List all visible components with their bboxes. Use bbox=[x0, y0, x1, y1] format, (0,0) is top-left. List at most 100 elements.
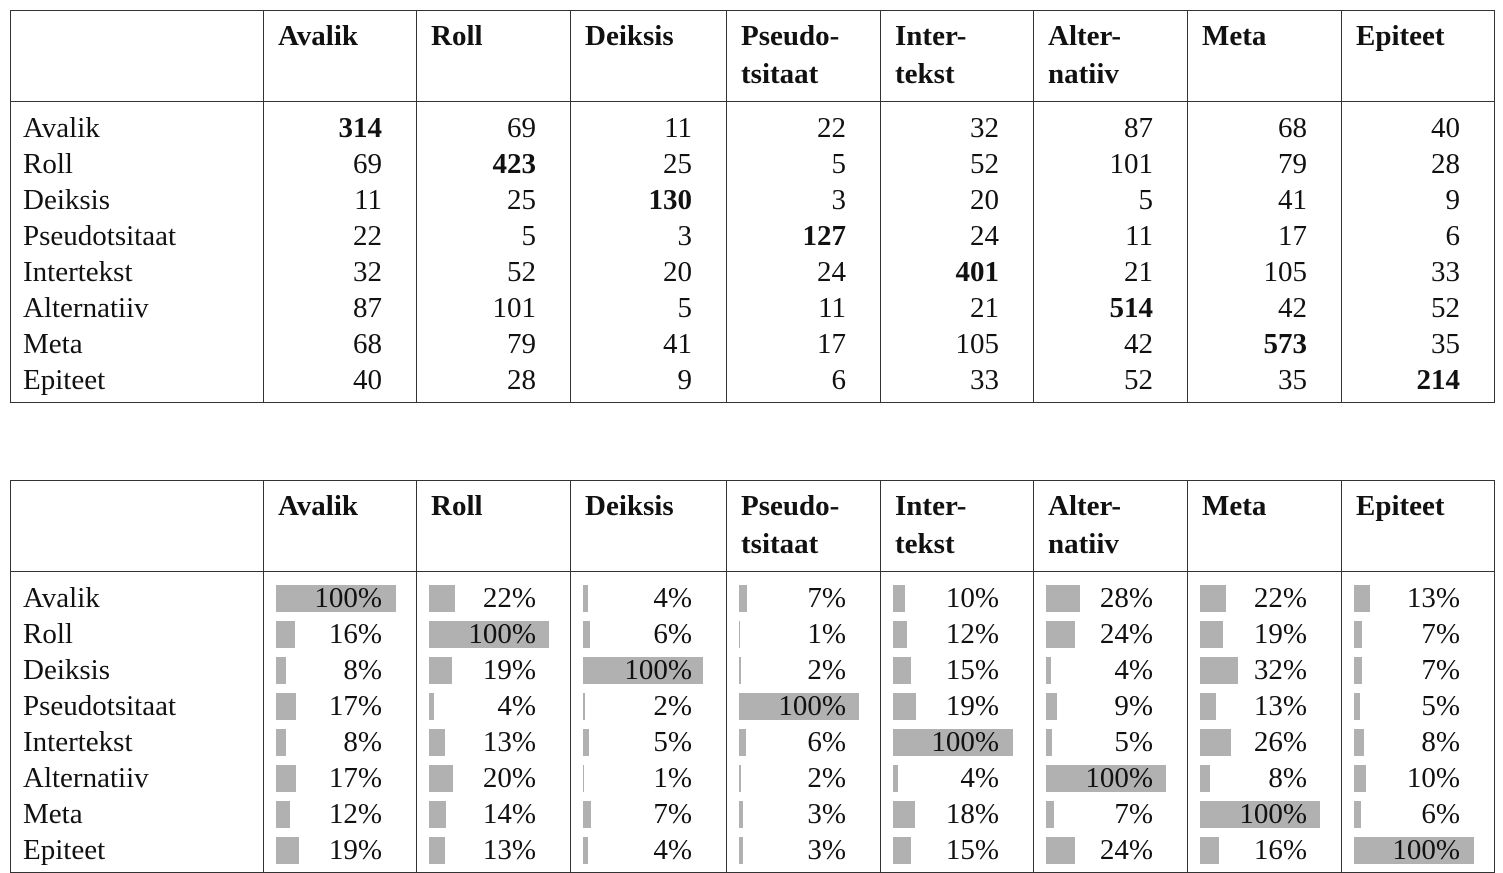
row-label: Pseudotsitaat bbox=[10, 688, 264, 724]
percent-cell: 6% bbox=[570, 616, 727, 652]
column-header: Deiksis bbox=[570, 480, 727, 572]
percent-bar bbox=[893, 801, 915, 828]
percent-bar bbox=[1046, 765, 1166, 792]
count-cell: 105 bbox=[1187, 254, 1342, 290]
percent-bar bbox=[1200, 801, 1320, 828]
percent-bar bbox=[429, 621, 549, 648]
percent-cell: 6% bbox=[1341, 796, 1495, 832]
percent-label: 8% bbox=[343, 654, 382, 686]
percent-label: 10% bbox=[945, 582, 999, 614]
percent-cell: 12% bbox=[880, 616, 1034, 652]
percent-bar bbox=[739, 801, 743, 828]
percent-cell: 26% bbox=[1187, 724, 1342, 760]
column-header: Deiksis bbox=[570, 10, 727, 102]
percent-bar bbox=[429, 765, 453, 792]
percent-bar bbox=[276, 621, 296, 648]
percent-label: 19% bbox=[1253, 618, 1307, 650]
percent-cell: 2% bbox=[726, 652, 881, 688]
percent-cell: 4% bbox=[570, 832, 727, 873]
percent-label: 12% bbox=[945, 618, 999, 650]
percent-label: 3% bbox=[807, 834, 846, 866]
count-cell: 87 bbox=[263, 290, 417, 326]
column-header: Meta bbox=[1187, 480, 1342, 572]
percent-label: 100% bbox=[778, 690, 846, 722]
percent-label: 4% bbox=[653, 834, 692, 866]
percent-label: 7% bbox=[1421, 654, 1460, 686]
percent-label: 6% bbox=[653, 618, 692, 650]
percent-cell: 10% bbox=[1341, 760, 1495, 796]
percent-bar bbox=[1046, 837, 1075, 864]
percent-cell: 1% bbox=[570, 760, 727, 796]
percent-label: 7% bbox=[1421, 618, 1460, 650]
count-cell: 28 bbox=[416, 362, 571, 403]
count-cell: 11 bbox=[263, 182, 417, 218]
count-cell: 11 bbox=[726, 290, 881, 326]
corner-cell bbox=[10, 480, 264, 572]
count-cell: 314 bbox=[263, 101, 417, 146]
count-cell: 69 bbox=[416, 101, 571, 146]
count-cell: 5 bbox=[570, 290, 727, 326]
table-row: Intertekst 32 52 20 24 401 21 105 33 bbox=[10, 254, 1495, 290]
table-row: Avalik 100% 22% 4% 7% 10% 28% 22% 13% bbox=[10, 571, 1495, 616]
count-table: Avalik Roll Deiksis Pseudo- tsitaat Inter- t… bbox=[10, 10, 1495, 403]
table-row: Epiteet 19% 13% 4% 3% 15% 24% 16% 100% bbox=[10, 832, 1495, 873]
count-cell: 3 bbox=[726, 182, 881, 218]
count-cell: 214 bbox=[1341, 362, 1495, 403]
row-label: Alternatiiv bbox=[10, 290, 264, 326]
column-header: Meta bbox=[1187, 10, 1342, 102]
percent-cell: 100% bbox=[1187, 796, 1342, 832]
percent-label: 2% bbox=[653, 690, 692, 722]
percent-label: 7% bbox=[807, 582, 846, 614]
percent-cell: 19% bbox=[263, 832, 417, 873]
column-header: Avalik bbox=[263, 10, 417, 102]
percent-label: 24% bbox=[1099, 618, 1153, 650]
percent-cell: 3% bbox=[726, 796, 881, 832]
percent-label: 1% bbox=[807, 618, 846, 650]
count-cell: 40 bbox=[1341, 101, 1495, 146]
percent-bar bbox=[583, 729, 589, 756]
percent-cell: 10% bbox=[880, 571, 1034, 616]
percent-bar bbox=[276, 657, 286, 684]
percent-bar bbox=[1200, 837, 1220, 864]
percent-cell: 16% bbox=[1187, 832, 1342, 873]
percent-label: 19% bbox=[328, 834, 382, 866]
percent-bar bbox=[1046, 693, 1057, 720]
table-row: Meta 12% 14% 7% 3% 18% 7% 100% 6% bbox=[10, 796, 1495, 832]
count-cell: 35 bbox=[1187, 362, 1342, 403]
row-label: Epiteet bbox=[10, 832, 264, 873]
percent-bar bbox=[583, 837, 588, 864]
percent-bar bbox=[276, 729, 286, 756]
percent-bar bbox=[429, 837, 445, 864]
percent-cell: 13% bbox=[1187, 688, 1342, 724]
row-label: Alternatiiv bbox=[10, 760, 264, 796]
column-header: Roll bbox=[416, 480, 571, 572]
row-label: Roll bbox=[10, 146, 264, 182]
percent-label: 4% bbox=[960, 762, 999, 794]
column-header: Inter- tekst bbox=[880, 10, 1034, 102]
count-cell: 68 bbox=[263, 326, 417, 362]
percent-bar bbox=[1046, 621, 1075, 648]
percent-cell: 13% bbox=[1341, 571, 1495, 616]
percent-cell: 17% bbox=[263, 760, 417, 796]
percent-bar bbox=[1354, 801, 1362, 828]
percent-cell: 7% bbox=[1341, 616, 1495, 652]
percent-cell: 7% bbox=[570, 796, 727, 832]
header-row: Avalik Roll Deiksis Pseudo- tsitaat Inter- t… bbox=[10, 10, 1495, 102]
percent-cell: 19% bbox=[416, 652, 571, 688]
table-row: Roll 16% 100% 6% 1% 12% 24% 19% 7% bbox=[10, 616, 1495, 652]
count-cell: 52 bbox=[880, 146, 1034, 182]
percent-label: 100% bbox=[931, 726, 999, 758]
percent-cell: 100% bbox=[880, 724, 1034, 760]
percent-bar bbox=[739, 585, 748, 612]
percent-label: 22% bbox=[482, 582, 536, 614]
percent-label: 13% bbox=[1406, 582, 1460, 614]
percent-bar bbox=[739, 693, 859, 720]
percent-bar bbox=[893, 585, 905, 612]
percent-label: 9% bbox=[1114, 690, 1153, 722]
table-row: Intertekst 8% 13% 5% 6% 100% 5% 26% 8% bbox=[10, 724, 1495, 760]
count-cell: 20 bbox=[880, 182, 1034, 218]
header-row: Avalik Roll Deiksis Pseudo- tsitaat Inter- t… bbox=[10, 480, 1495, 572]
percent-cell: 2% bbox=[570, 688, 727, 724]
percent-bar bbox=[429, 801, 446, 828]
